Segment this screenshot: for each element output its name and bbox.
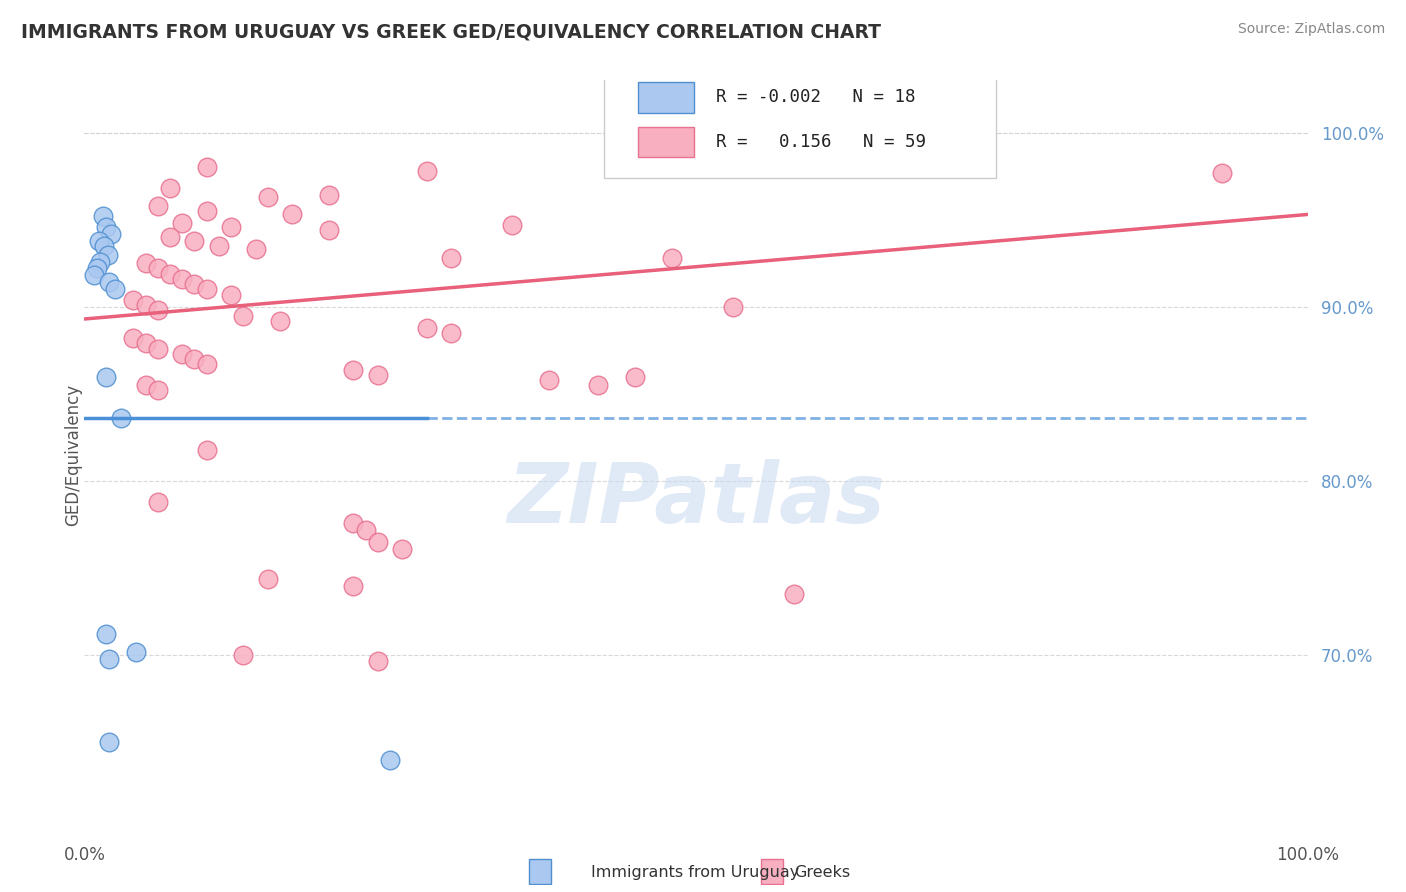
Point [122,331,145,345]
Point [219,219,242,234]
Point [269,314,291,328]
Point [146,495,169,509]
Point [135,298,157,312]
Point [342,362,364,376]
Point [318,223,340,237]
Point [83,268,105,283]
Y-axis label: GED/Equivalency: GED/Equivalency [65,384,82,526]
Point [586,378,609,392]
Point [440,251,463,265]
Point [195,442,218,457]
Point [146,261,169,276]
Point [367,654,389,668]
Point [86,261,108,276]
Point [257,572,280,586]
Point [159,230,181,244]
Point [159,267,181,281]
Text: R =   0.156   N = 59: R = 0.156 N = 59 [716,133,925,151]
Point [281,207,304,221]
Point [96,369,118,384]
Text: Source: ZipAtlas.com: Source: ZipAtlas.com [1237,22,1385,37]
Point [195,357,218,371]
Point [502,218,524,232]
Point [183,234,205,248]
Point [354,523,377,537]
Point [416,164,439,178]
Point [146,342,169,356]
Point [208,239,231,253]
Point [183,277,205,292]
Point [93,239,115,253]
Point [146,199,169,213]
Point [97,276,120,290]
Text: R = -0.002   N = 18: R = -0.002 N = 18 [716,88,915,106]
Point [416,320,439,334]
Point [91,209,114,223]
Point [219,287,242,301]
Text: IMMIGRANTS FROM URUGUAY VS GREEK GED/EQUIVALENCY CORRELATION CHART: IMMIGRANTS FROM URUGUAY VS GREEK GED/EQU… [21,22,882,41]
Point [245,242,267,256]
Point [172,272,194,286]
Point [122,293,145,307]
Point [172,347,194,361]
Point [342,516,364,530]
Point [624,369,647,384]
Point [367,535,389,549]
Point [125,645,148,659]
Point [391,541,413,556]
Point [89,254,111,268]
Point [159,181,181,195]
Point [110,411,132,425]
Point [97,735,120,749]
Point [232,648,254,663]
Point [538,373,561,387]
Point [318,188,340,202]
Point [721,300,744,314]
Point [96,627,118,641]
Point [380,753,402,767]
Point [97,652,120,666]
Point [440,326,463,340]
Point [257,190,280,204]
Point [146,303,169,318]
Text: ZIPatlas: ZIPatlas [508,459,884,541]
Point [135,378,157,392]
Point [661,251,683,265]
FancyBboxPatch shape [605,62,995,178]
Point [367,368,389,382]
Text: Immigrants from Uruguay: Immigrants from Uruguay [591,865,799,880]
Point [172,216,194,230]
Point [783,587,806,601]
Point [146,384,169,398]
Point [195,282,218,296]
Point [1211,166,1233,180]
Point [195,204,218,219]
Point [195,161,218,175]
Point [135,256,157,270]
Bar [638,82,693,112]
Bar [638,127,693,157]
Point [183,352,205,367]
Point [135,336,157,351]
Point [87,234,110,248]
Point [97,247,120,261]
Point [104,282,127,296]
Point [232,309,254,323]
Point [96,219,118,234]
Text: Greeks: Greeks [794,865,851,880]
Point [100,227,122,241]
Point [342,579,364,593]
